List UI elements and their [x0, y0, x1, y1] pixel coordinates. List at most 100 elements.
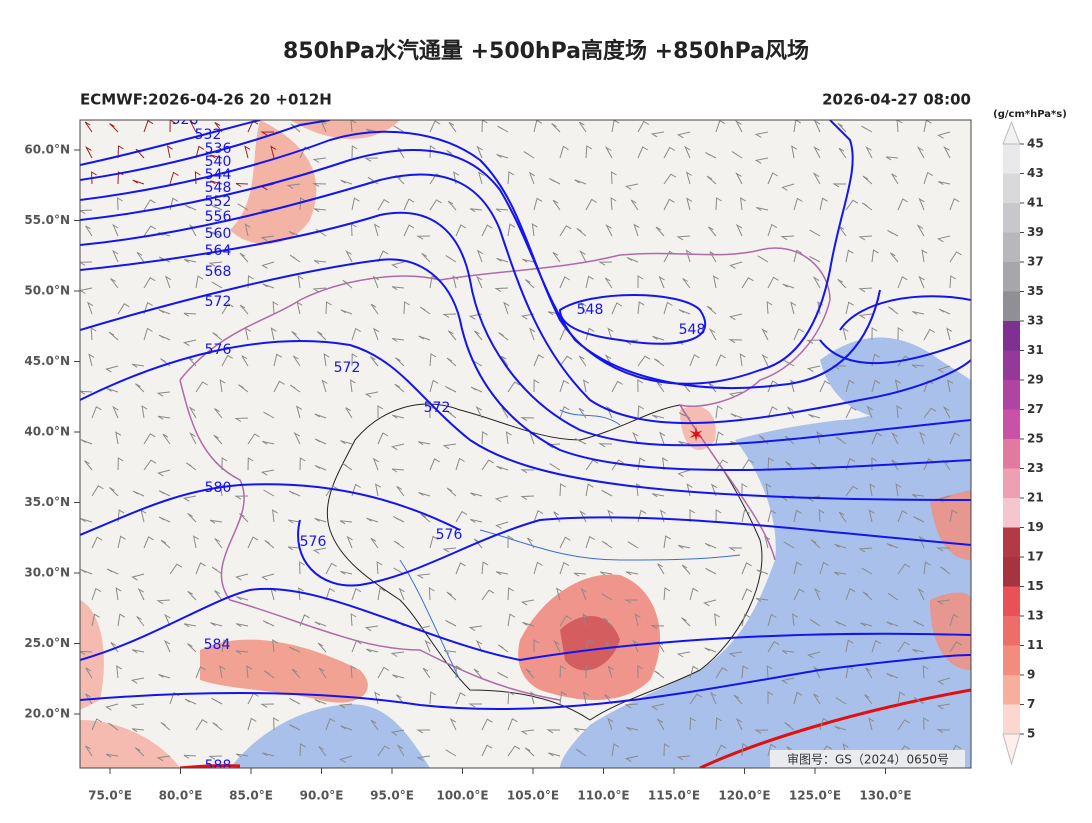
wind-barb — [819, 380, 831, 393]
wind-barb — [80, 569, 93, 575]
wind-barb — [871, 379, 881, 393]
wind-barb — [262, 620, 275, 627]
wind-barb — [865, 145, 873, 159]
wind-barb — [272, 639, 278, 653]
wind-barb — [164, 613, 171, 627]
lat-label: 55.0°N — [24, 213, 70, 227]
wind-barb — [374, 483, 381, 497]
wind-barb — [546, 729, 561, 734]
wind-barb — [143, 536, 154, 549]
wind-barb — [498, 644, 509, 653]
wind-barb — [263, 489, 275, 497]
wind-barb — [604, 694, 613, 705]
colorbar-segment — [1003, 321, 1020, 351]
wind-barb — [237, 203, 249, 211]
wind-barb — [452, 275, 459, 289]
wind-barb — [663, 587, 671, 601]
wind-barb — [262, 752, 275, 757]
wind-barb — [244, 327, 251, 341]
wind-barb — [637, 355, 651, 367]
wind-barb — [373, 223, 380, 237]
wind-barb — [520, 417, 535, 422]
wind-barb — [261, 261, 275, 269]
wind-barb — [662, 457, 668, 471]
wind-barb — [312, 547, 327, 554]
review-number: 审图号：GS（2024）0650号 — [787, 752, 949, 767]
wind-barb — [705, 567, 717, 575]
wind-barb — [195, 145, 205, 159]
wind-barb — [421, 252, 431, 263]
wind-barb — [340, 440, 353, 445]
wind-barb — [663, 173, 677, 185]
wind-barb — [659, 431, 666, 445]
wind-barb — [864, 694, 873, 705]
wind-barb — [601, 489, 613, 497]
wind-barb — [403, 198, 415, 211]
lat-label: 60.0°N — [24, 143, 70, 157]
wind-barb — [793, 509, 802, 523]
wind-barb — [767, 457, 774, 471]
wind-barb — [812, 172, 821, 185]
wind-barb — [339, 520, 353, 525]
wind-barb — [473, 330, 483, 341]
wind-barb — [741, 509, 750, 523]
wind-barb — [861, 567, 873, 575]
wind-barb — [923, 561, 931, 575]
wind-barb — [810, 539, 821, 549]
wind-barb — [429, 458, 440, 471]
wind-barb — [624, 703, 639, 709]
wind-barb — [156, 755, 171, 762]
wind-barb — [273, 353, 283, 367]
wind-barb — [247, 433, 260, 445]
wind-barb — [741, 588, 753, 601]
wind-barb — [340, 309, 353, 315]
wind-barb — [351, 145, 358, 159]
wind-barb — [377, 250, 389, 263]
wind-barb — [507, 535, 514, 549]
wind-barb — [288, 646, 301, 653]
contour-label: 576 — [436, 527, 463, 543]
wind-barb — [325, 301, 332, 315]
colorbar-label: 15 — [1027, 579, 1044, 593]
colorbar-label: 19 — [1027, 520, 1044, 534]
wind-barb — [663, 743, 670, 757]
wind-barb — [585, 145, 593, 159]
wind-barb — [158, 309, 171, 315]
wind-barb — [860, 622, 873, 627]
wind-barb — [323, 353, 330, 367]
wind-barb — [936, 729, 951, 734]
wind-barb — [112, 223, 119, 237]
wind-barb — [238, 384, 249, 393]
wind-barb — [767, 172, 778, 185]
wind-barb — [676, 131, 691, 139]
colorbar-segment — [1003, 498, 1020, 528]
wind-barb — [816, 431, 823, 445]
wind-barb — [182, 495, 197, 502]
wind-barb — [598, 261, 613, 266]
moisture-flux-shade — [930, 490, 971, 670]
colorbar-label: 37 — [1027, 255, 1044, 269]
wind-barb — [913, 696, 925, 705]
contour-label: 584 — [204, 637, 231, 653]
wind-barb — [651, 493, 665, 498]
wind-barb — [791, 145, 798, 159]
wind-barb — [91, 536, 103, 549]
wind-barb — [262, 440, 275, 445]
wind-barb — [419, 306, 431, 315]
wind-barb — [429, 199, 442, 211]
wind-barb — [372, 275, 379, 289]
wind-barb — [214, 408, 223, 419]
wind-barb — [533, 379, 540, 393]
wind-barb — [505, 431, 512, 445]
wind-barb — [559, 276, 571, 289]
wind-barb — [728, 547, 743, 552]
wind-barb — [741, 459, 754, 471]
wind-barb — [117, 303, 130, 315]
wind-barb — [481, 718, 493, 731]
wind-barb — [858, 235, 873, 241]
colorbar-unit: (g/cm*hPa*s) — [993, 109, 1067, 120]
colorbar-label: 23 — [1027, 461, 1044, 475]
wind-barb — [845, 249, 854, 263]
map-frame — [79, 119, 972, 769]
wind-barb — [715, 197, 722, 211]
